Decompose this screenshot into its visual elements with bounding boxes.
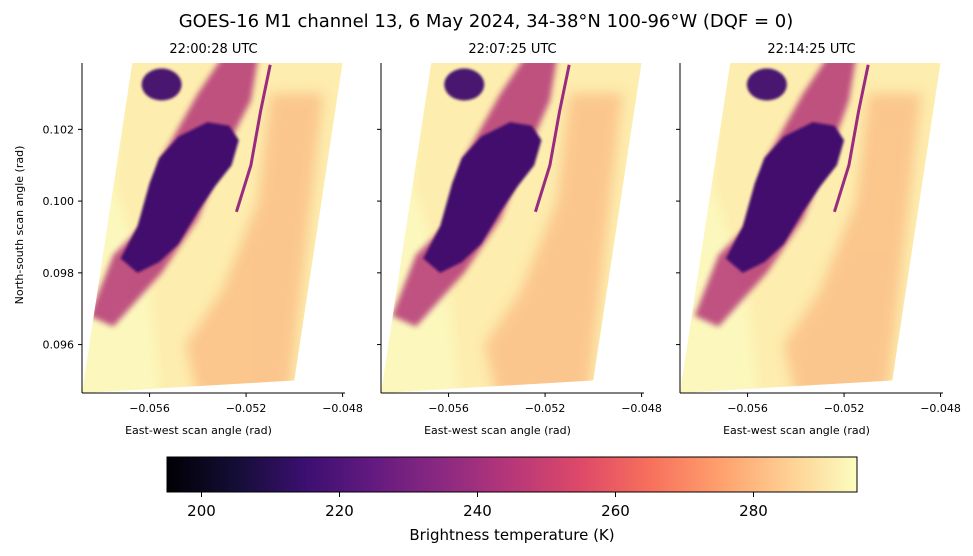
heatmap-image (381, 63, 642, 393)
panel-1: 22:00:28 UTC −0.056 −0.052 −0.048 0.096 0.098… (13, 42, 363, 437)
northern-anvil (746, 68, 787, 101)
x-tick-label: −0.048 (322, 402, 363, 415)
x-axis-label: East-west scan angle (rad) (125, 424, 272, 437)
northern-anvil (444, 68, 485, 101)
colorbar-tick-label: 220 (325, 502, 354, 520)
colorbar-gradient (166, 456, 858, 493)
convective-line (533, 64, 571, 213)
mid-cloud-region (484, 93, 623, 393)
colorbar-tick-label: 200 (187, 502, 216, 520)
colorbar-tick-label: 260 (601, 502, 630, 520)
panel-title: 22:00:28 UTC (169, 42, 257, 57)
x-tick-label: −0.056 (727, 402, 768, 415)
y-tick-label: 0.098 (43, 267, 75, 280)
mid-cloud-region (783, 93, 922, 393)
cloud-shield (725, 122, 845, 273)
colorbar: 200 220 240 260 280 Brightness temperature (… (166, 456, 858, 544)
x-tick-label: −0.052 (824, 402, 865, 415)
colorbar-label: Brightness temperature (K) (409, 526, 614, 544)
panels: 22:00:28 UTC −0.056 −0.052 −0.048 0.096 0.098… (13, 42, 961, 437)
x-tick-label: −0.048 (920, 402, 961, 415)
x-tick-label: −0.056 (129, 402, 170, 415)
heatmap-image (680, 63, 941, 393)
y-tick-label: 0.096 (43, 339, 75, 352)
y-axis-label: North-south scan angle (rad) (13, 146, 26, 305)
colorbar-tick-label: 240 (463, 502, 492, 520)
colorbar-tick-label: 280 (739, 502, 768, 520)
convective-line (832, 64, 870, 213)
panel-title: 22:14:25 UTC (767, 42, 855, 57)
heatmap-image (82, 63, 343, 393)
cloud-shield (120, 122, 239, 273)
x-tick-label: −0.052 (226, 402, 267, 415)
mid-cloud-region (185, 93, 324, 393)
x-tick-label: −0.048 (621, 402, 662, 415)
convective-line (234, 64, 272, 213)
y-tick-label: 0.102 (43, 123, 75, 136)
colorbar-ticks: 200 220 240 260 280 (187, 492, 768, 520)
cloud-shield (423, 122, 542, 273)
northern-anvil (141, 68, 182, 101)
panel-3: 22:14:25 UTC −0.056 −0.052 −0.048 East-west … (676, 42, 961, 437)
x-tick-label: −0.052 (525, 402, 566, 415)
x-tick-label: −0.056 (428, 402, 469, 415)
figure-title: GOES-16 M1 channel 13, 6 May 2024, 34-38… (179, 11, 794, 32)
y-tick-label: 0.100 (43, 195, 75, 208)
panel-title: 22:07:25 UTC (468, 42, 556, 57)
panel-2: 22:07:25 UTC −0.056 −0.052 −0.048 East-west … (377, 42, 662, 437)
x-axis-label: East-west scan angle (rad) (424, 424, 571, 437)
x-axis-label: East-west scan angle (rad) (723, 424, 870, 437)
